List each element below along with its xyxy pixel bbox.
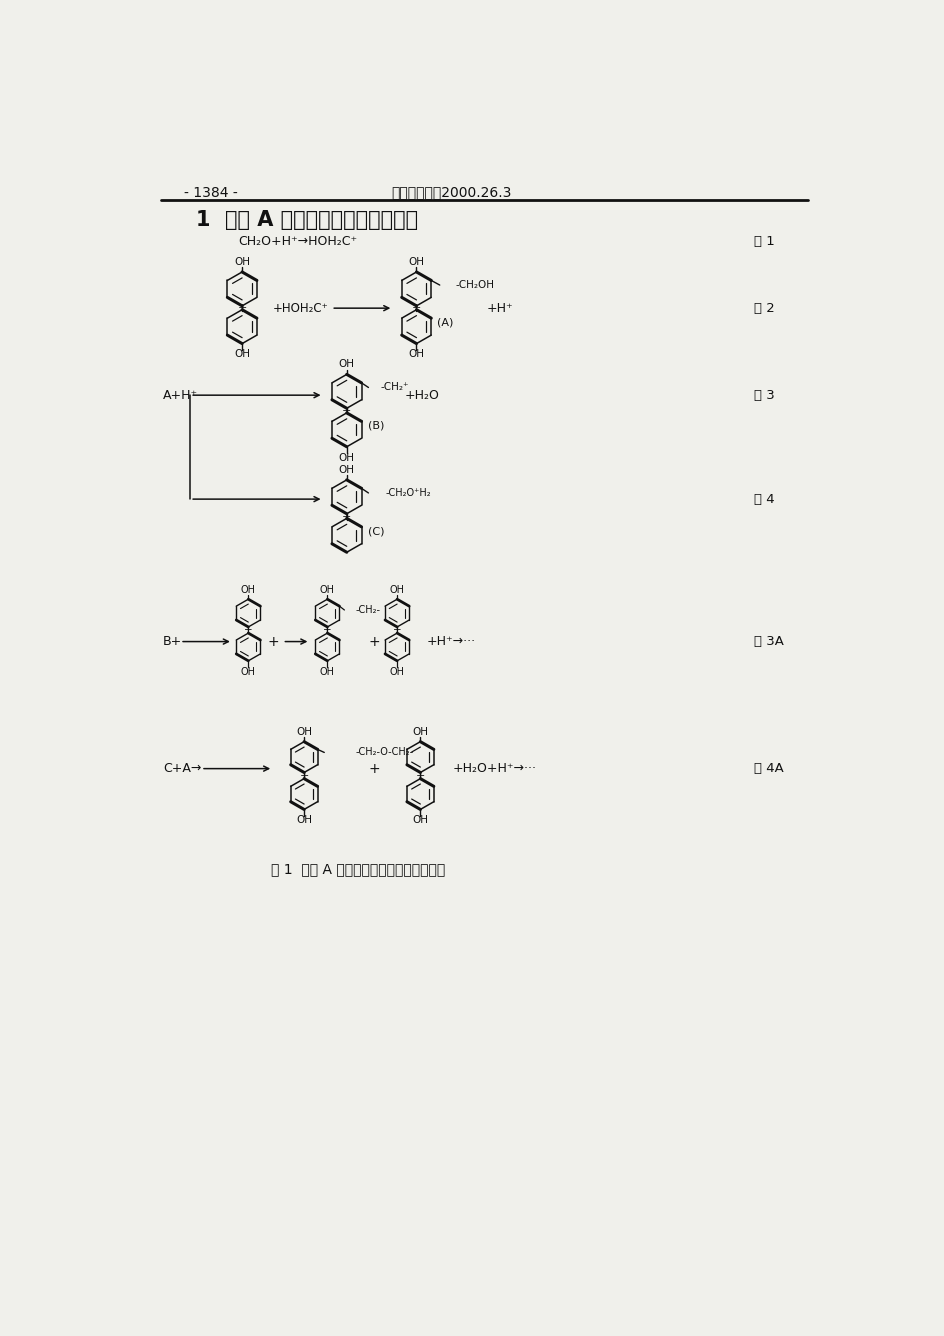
Text: -CH₂-: -CH₂- <box>355 605 379 615</box>
Text: +: + <box>267 635 278 648</box>
Text: OH: OH <box>412 727 428 736</box>
Text: OH: OH <box>241 667 256 676</box>
Text: -CH₂OH: -CH₂OH <box>455 281 494 290</box>
Text: +: + <box>367 762 379 776</box>
Text: OH: OH <box>408 257 424 267</box>
Text: -CH₂-O-CH₂-: -CH₂-O-CH₂- <box>355 747 413 758</box>
Text: +: + <box>323 625 331 635</box>
Text: OH: OH <box>389 585 404 595</box>
Text: - 1384 -: - 1384 - <box>184 186 238 199</box>
Text: OH: OH <box>412 815 428 826</box>
Text: +: + <box>367 635 379 648</box>
Text: A+H⁺: A+H⁺ <box>163 389 198 402</box>
Text: OH: OH <box>234 349 250 359</box>
Text: OH: OH <box>338 453 354 462</box>
FancyBboxPatch shape <box>118 160 850 1189</box>
Text: +: + <box>342 512 351 522</box>
Text: +: + <box>415 771 425 780</box>
Text: OH: OH <box>295 727 312 736</box>
Text: +: + <box>393 625 401 635</box>
Text: +: + <box>342 406 351 417</box>
Text: 《塑料开发》2000.26.3: 《塑料开发》2000.26.3 <box>391 186 511 199</box>
Text: +: + <box>412 303 421 313</box>
Text: OH: OH <box>319 667 334 676</box>
Text: 式 2: 式 2 <box>752 302 773 315</box>
Text: OH: OH <box>389 667 404 676</box>
Text: +H₂O+H⁺→···: +H₂O+H⁺→··· <box>452 762 536 775</box>
Text: (C): (C) <box>367 526 384 537</box>
Text: +H₂O: +H₂O <box>404 389 439 402</box>
Text: +H⁺→···: +H⁺→··· <box>426 635 475 648</box>
Text: 式 1: 式 1 <box>752 235 773 247</box>
Text: OH: OH <box>234 257 250 267</box>
Text: OH: OH <box>408 349 424 359</box>
Text: B+: B+ <box>163 635 182 648</box>
Text: OH: OH <box>295 815 312 826</box>
Text: OH: OH <box>338 359 354 369</box>
Text: 1  双酚 A 线性酚醛固化剂合成原理: 1 双酚 A 线性酚醛固化剂合成原理 <box>195 210 417 230</box>
Text: 式 4: 式 4 <box>752 493 773 505</box>
Text: C+A→: C+A→ <box>163 762 201 775</box>
Text: (A): (A) <box>437 318 453 327</box>
Text: +HOH₂C⁺: +HOH₂C⁺ <box>273 302 329 315</box>
Text: -CH₂⁺: -CH₂⁺ <box>380 382 409 393</box>
Text: +: + <box>299 771 309 780</box>
Text: +H⁺: +H⁺ <box>486 302 513 315</box>
Text: OH: OH <box>241 585 256 595</box>
Text: 式 3A: 式 3A <box>752 635 783 648</box>
Text: +: + <box>237 303 246 313</box>
Text: OH: OH <box>338 465 354 474</box>
Text: CH₂O+H⁺→HOH₂C⁺: CH₂O+H⁺→HOH₂C⁺ <box>238 235 357 247</box>
Text: 式 3: 式 3 <box>752 389 773 402</box>
Text: OH: OH <box>319 585 334 595</box>
Text: +: + <box>244 625 252 635</box>
Text: (B): (B) <box>367 421 383 432</box>
Text: 式 4A: 式 4A <box>752 762 783 775</box>
Text: 图 1  双酚 A 线性酚醆固化剂合成反应机理: 图 1 双酚 A 线性酚醆固化剂合成反应机理 <box>271 862 445 875</box>
Text: -CH₂O⁺H₂: -CH₂O⁺H₂ <box>385 488 430 498</box>
